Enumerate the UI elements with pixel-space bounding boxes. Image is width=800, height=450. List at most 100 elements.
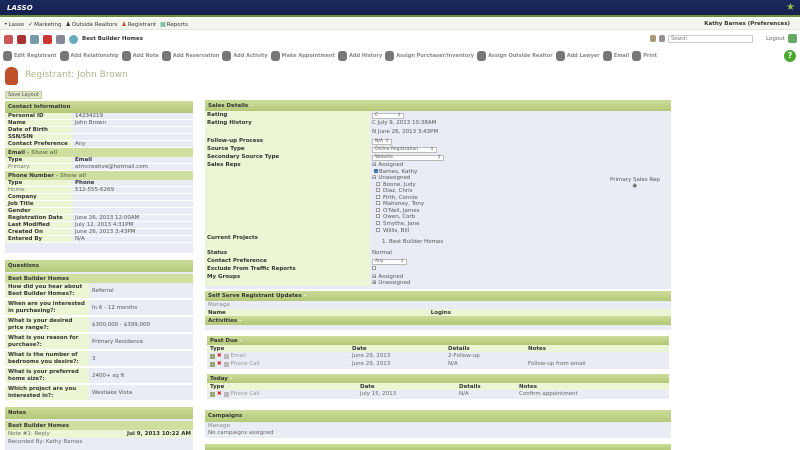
unassigned-rep: Diaz, Chris <box>372 188 671 195</box>
contact-information-panel: Contact Information Personal ID 14234219 N… <box>5 101 193 253</box>
notes-group-header[interactable]: Best Builder Homes <box>5 421 193 430</box>
contact-pref-select[interactable]: Any ↕ <box>372 258 407 265</box>
toolbar-make-appointment-button[interactable]: Make Appointment <box>270 51 336 61</box>
unassigned-reps-toggle[interactable]: ⊟ Unassigned <box>372 175 411 181</box>
rep-checkbox[interactable] <box>376 227 380 232</box>
toolbar-add-reservation-button[interactable]: Add Reservation <box>161 51 219 61</box>
rating-history-entry: C July 9, 2013 10:38AM <box>372 120 437 126</box>
toolbar-icon <box>270 51 280 61</box>
toolbar-add-note-button[interactable]: Add Note <box>121 51 159 61</box>
toolbar-add-history-button[interactable]: Add History <box>338 51 382 61</box>
phone-type: Home: <box>5 187 72 193</box>
current-project-item[interactable]: 1. Best Builder Homes <box>382 239 444 245</box>
heart-icon[interactable] <box>43 34 52 44</box>
followup-select[interactable]: N/A ↕ <box>372 138 392 145</box>
activity-header-row: Type Date Details Notes <box>207 383 669 390</box>
builder-name[interactable]: Best Builder Homes <box>82 36 144 42</box>
lasso-logo[interactable]: LASSO <box>7 4 33 12</box>
rep-name: O'Neil, James <box>383 207 420 214</box>
question-answer: Westlake Vista <box>92 389 133 396</box>
menu-registrant[interactable]: ♟Registrant <box>121 20 157 28</box>
delete-icon[interactable]: ✖ <box>217 391 222 397</box>
rating-select[interactable]: C ↕ <box>372 112 404 119</box>
question-label: What is the number of bedrooms you desir… <box>5 351 89 366</box>
campaigns-header[interactable]: Campaigns <box>205 410 671 422</box>
toolbar-add-activity-button[interactable]: Add Activity <box>222 51 268 61</box>
contact-information-header[interactable]: Contact Information <box>5 101 193 113</box>
rep-checkbox[interactable] <box>376 214 380 219</box>
questions-group-header[interactable]: Best Builder Homes <box>5 274 193 283</box>
toolbar-assign-outside-realtor-button[interactable]: Assign Outside Realtor <box>477 51 553 61</box>
edit-icon[interactable] <box>210 353 215 359</box>
field-label: Created On <box>5 229 72 235</box>
email-show-all-link[interactable]: - Show all <box>26 149 58 156</box>
sales-details-header[interactable]: Sales Details – <box>205 100 671 111</box>
activity-cell: N/A <box>448 361 458 367</box>
toolbar-add-relationship-button[interactable]: Add Relationship <box>59 51 119 61</box>
toolbar-email-button[interactable]: Email <box>602 51 629 61</box>
contact-row: Created On June 26, 2013 3:43PM <box>5 229 193 236</box>
source-type-select[interactable]: Online Registration ↕ <box>372 146 437 153</box>
activity-type-link[interactable]: Phone Call <box>230 361 260 367</box>
phone-show-all-link[interactable]: - Show all <box>55 172 87 179</box>
notes-header[interactable]: Notes <box>5 407 193 419</box>
activity-type-link[interactable]: Phone Call <box>230 391 260 397</box>
activity-type-link[interactable]: Email <box>230 353 246 359</box>
logout-icon[interactable] <box>787 34 797 43</box>
groups-assigned-toggle[interactable]: ⊟ Assigned <box>372 274 404 280</box>
quick-icon-3[interactable] <box>30 34 39 44</box>
menu-reports[interactable]: ▦Reports <box>160 20 188 28</box>
toolbar-assign-purchaser-inventory-button[interactable]: Assign Purchaser/Inventory <box>385 51 474 61</box>
logout-link[interactable]: Logout <box>766 35 785 42</box>
edit-icon[interactable] <box>210 361 215 367</box>
rep-checkbox[interactable] <box>376 221 380 226</box>
self-serve-manage-link[interactable]: Manage <box>208 302 230 308</box>
help-icon[interactable]: ? <box>784 50 796 62</box>
rep-checkbox[interactable] <box>376 207 380 212</box>
delete-icon[interactable]: ✖ <box>217 353 222 359</box>
exclude-checkbox[interactable] <box>372 266 376 270</box>
email-value[interactable]: atmcreative@hotmail.com <box>75 164 148 170</box>
menu-lasso[interactable]: •Lasso <box>4 20 25 28</box>
toolbar-add-lawyer-button[interactable]: Add Lawyer <box>555 51 600 61</box>
today-header[interactable]: Today – <box>207 374 669 383</box>
rep-name: Willis, Bill <box>383 227 410 234</box>
campaigns-manage-link[interactable]: Manage <box>208 422 230 429</box>
save-layout-button[interactable]: Save Layout <box>5 91 42 99</box>
shield-icon[interactable] <box>659 35 665 42</box>
toolbar-label: Make Appointment <box>281 53 336 59</box>
rep-checkbox[interactable] <box>376 194 380 199</box>
unassigned-label: Unassigned <box>378 175 411 181</box>
questions-header[interactable]: Questions <box>5 260 193 272</box>
next-panel-header[interactable] <box>205 444 671 450</box>
search-input[interactable] <box>668 34 753 43</box>
unassigned-rep: Owen, Corb <box>372 214 671 221</box>
toolbar-print-button[interactable]: Print <box>632 51 657 61</box>
toolbar-edit-registrant-button[interactable]: Edit Registrant <box>3 51 57 61</box>
secondary-source-select[interactable]: Website ↕ <box>372 154 444 161</box>
toolbar-label: Edit Registrant <box>14 53 57 59</box>
menu-outside-realtors[interactable]: ♟Outside Realtors <box>65 20 118 28</box>
quick-icon-1[interactable] <box>4 34 13 44</box>
primary-rep-radio[interactable]: ◉ <box>632 183 638 189</box>
menu-marketing[interactable]: ✓Marketing <box>28 20 62 28</box>
person-icon[interactable] <box>650 35 656 42</box>
edit-icon[interactable] <box>210 391 215 397</box>
assigned-reps-toggle[interactable]: ⊟ Assigned <box>372 162 404 168</box>
question-label: What is your desired price range?: <box>5 317 89 332</box>
rep-checkbox[interactable] <box>376 188 380 193</box>
col-details: Details <box>448 345 470 352</box>
rep-checkbox[interactable] <box>376 181 380 186</box>
rep-checkbox[interactable] <box>376 201 380 206</box>
database-icon[interactable] <box>56 34 65 44</box>
rep-checkbox-checked[interactable] <box>374 168 378 173</box>
past-due-header[interactable]: Past Due – <box>207 336 669 345</box>
globe-icon[interactable] <box>69 34 78 44</box>
delete-icon[interactable]: ✖ <box>217 361 222 367</box>
quick-icon-2[interactable] <box>17 34 26 44</box>
activities-header[interactable]: Activities – <box>205 316 671 325</box>
self-serve-header[interactable]: Self Serve Registrant Updates – <box>205 291 671 301</box>
note-title[interactable]: Note #1: Reply <box>8 431 50 437</box>
user-preferences-link[interactable]: Kathy Barnes (Preferences) <box>704 21 790 27</box>
groups-unassigned-toggle[interactable]: ⊞ Unassigned <box>372 280 411 286</box>
